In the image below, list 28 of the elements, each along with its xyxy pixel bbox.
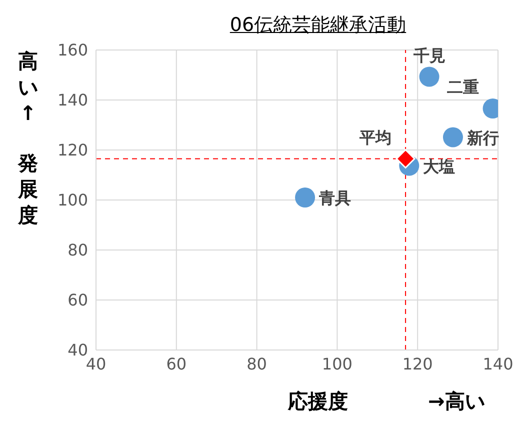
point: [295, 188, 316, 208]
x-tick-label: 120: [402, 354, 433, 374]
point: [419, 66, 440, 87]
x-axis-title: 応援度: [288, 388, 348, 415]
x-tick-label: 40: [86, 354, 106, 374]
y-tick-label: 80: [68, 240, 88, 260]
text: →高い: [428, 388, 485, 415]
y-tick-label: 120: [57, 140, 88, 160]
x-tick-label: 140: [482, 354, 514, 374]
series-label: 大塩: [423, 156, 456, 176]
x-tick-label: 100: [322, 354, 352, 374]
y-tick-label: 140: [57, 90, 88, 110]
series-label: 新行: [466, 128, 499, 148]
series-label: 千見: [412, 46, 446, 65]
y-tick-label: 60: [68, 290, 88, 310]
point: [396, 149, 416, 168]
text: 高い↑: [17, 48, 39, 126]
y-tick-label: 160: [57, 40, 88, 60]
x-tick-label: 60: [166, 354, 187, 374]
point: [442, 127, 463, 148]
x-tick-label: 80: [246, 354, 267, 374]
y-tick-label: 100: [57, 190, 88, 210]
chart-title: 06伝統芸能継承活動: [228, 13, 408, 38]
y-tick-label: 40: [68, 340, 88, 360]
series-label: 青具: [318, 188, 352, 208]
series-label: 二重: [446, 78, 479, 96]
y-axis-title: 発展度: [17, 150, 39, 228]
series-label: 平均: [358, 128, 392, 147]
